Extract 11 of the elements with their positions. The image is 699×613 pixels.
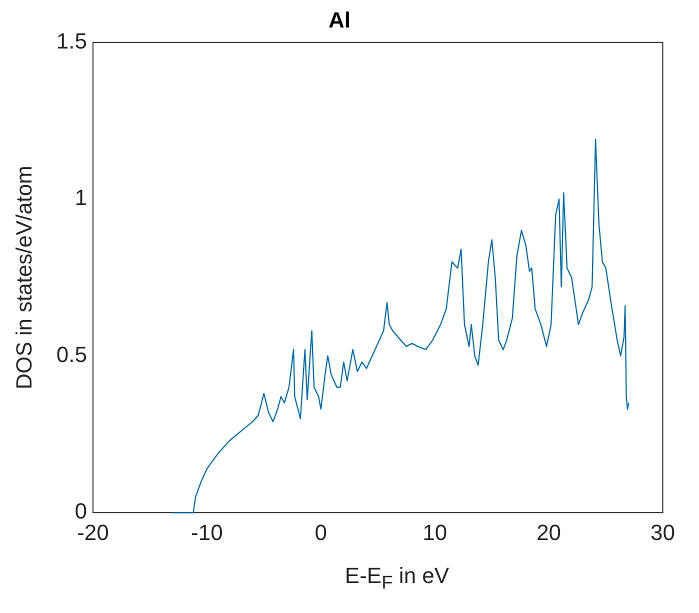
- y-axis-title: DOS in states/eV/atom: [11, 166, 36, 390]
- y-tick-label: 0.5: [56, 342, 87, 367]
- x-tick-label: 10: [422, 520, 448, 545]
- x-tick-label: -10: [191, 520, 223, 545]
- y-tick-label: 1.5: [56, 28, 87, 54]
- x-tick-label: 30: [650, 520, 676, 545]
- x-tick-label: 20: [536, 520, 562, 545]
- x-tick-label: 0: [314, 520, 328, 545]
- chart-title: Al: [328, 7, 350, 32]
- x-axis-title: E-E$_{F}$ in eV: [344, 563, 450, 594]
- y-tick-label: 1: [74, 185, 87, 210]
